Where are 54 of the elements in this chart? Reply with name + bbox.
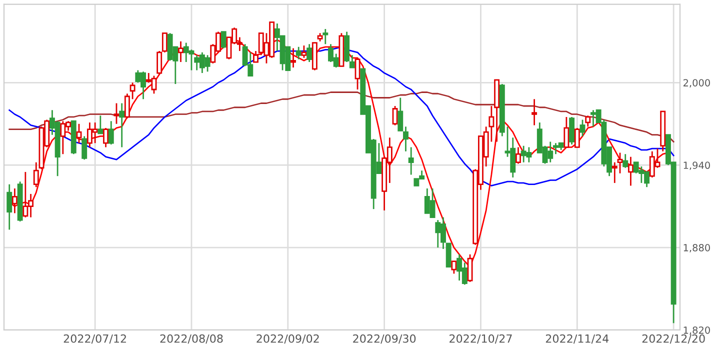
candlestick [403, 126, 408, 152]
candlestick [6, 184, 12, 230]
candlestick [296, 46, 302, 60]
y-tick-label: 1,940 [684, 162, 710, 170]
candlestick [451, 260, 457, 274]
candlestick [392, 105, 398, 126]
candlestick [108, 120, 114, 146]
candlestick [162, 32, 168, 54]
candlestick [564, 116, 570, 148]
candlestick [76, 123, 82, 144]
candlestick [322, 28, 328, 45]
x-tick-label: 2022/11/24 [546, 334, 609, 344]
x-tick-label: 2022/09/02 [256, 334, 319, 344]
candlestick [124, 92, 130, 120]
x-tick-label: 2022/09/30 [353, 334, 416, 344]
candlestick [33, 162, 39, 188]
x-tick-label: 2022/12/20 [642, 334, 705, 344]
y-tick-label: 2,000 [683, 79, 710, 88]
candlestick [12, 188, 18, 214]
candlestick [178, 40, 184, 63]
candlestick [290, 48, 296, 68]
candlestick [516, 146, 521, 164]
candlestick [628, 156, 634, 186]
candlestick [82, 136, 88, 160]
candlestick [580, 119, 586, 137]
candlestick [253, 50, 258, 63]
candlestick [622, 153, 628, 169]
candlestick [574, 127, 580, 148]
candlestick [301, 44, 307, 59]
x-tick-label: 2022/08/08 [160, 334, 223, 344]
y-tick-label: 1,880 [684, 244, 710, 252]
candlestick [114, 102, 120, 125]
y-tick-label: 1,820 [684, 326, 710, 335]
candlestick [306, 43, 312, 63]
candlestick [408, 146, 414, 176]
x-tick-label: 2022/10/27 [450, 334, 512, 344]
candlestick [349, 54, 355, 68]
candlestick [103, 127, 109, 148]
candlestick [467, 254, 473, 283]
candlestick [354, 57, 360, 90]
candlestick [398, 97, 404, 132]
candlestick [119, 102, 125, 148]
line-series [8, 92, 674, 142]
candlestick [130, 82, 136, 100]
candlestick [156, 50, 162, 76]
candlestick [617, 152, 623, 174]
candlestick [532, 98, 538, 126]
candlestick [585, 114, 591, 128]
candlestick [220, 31, 226, 49]
candlestick [98, 114, 104, 134]
candlestick [569, 116, 575, 146]
candlestick [612, 162, 618, 184]
candlestick [446, 242, 452, 268]
x-tick-label: 2022/07/12 [64, 334, 126, 344]
